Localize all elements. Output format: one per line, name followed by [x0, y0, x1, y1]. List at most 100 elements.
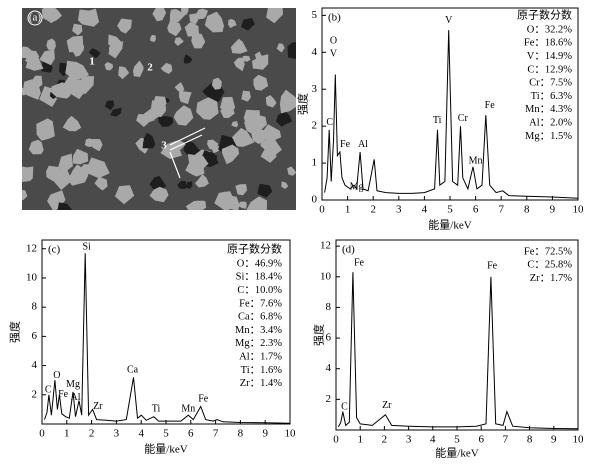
y-axis-label: 强度 [8, 321, 22, 343]
x-tick-label: 9 [550, 204, 556, 216]
sem-grain [185, 200, 205, 210]
y-tick-label: 8 [32, 301, 38, 313]
sem-grain [200, 102, 219, 120]
sem-grain [181, 8, 189, 15]
sem-grain [174, 82, 185, 92]
y-tick-label: 8 [326, 301, 332, 313]
sem-grain [189, 13, 199, 25]
y-tick-label: 12 [320, 240, 331, 252]
x-tick-label: 3 [396, 204, 402, 216]
sem-grain [260, 138, 275, 154]
x-tick-label: 1 [64, 428, 70, 440]
sem-grain [150, 34, 156, 43]
sem-grain [254, 51, 265, 62]
composition-item: O：32.2% [527, 24, 572, 35]
y-axis-label: 强度 [296, 93, 310, 115]
sem-grain [160, 62, 173, 74]
x-tick-label: 9 [551, 434, 557, 446]
sem-grain [228, 19, 237, 29]
peak-label: O [330, 36, 337, 47]
x-tick-label: 2 [382, 434, 388, 446]
peak-label: Fe [340, 139, 351, 150]
peak-label: Al [70, 392, 80, 403]
sem-grain [281, 181, 289, 189]
sem-grain [72, 148, 89, 165]
sem-arrow [169, 127, 206, 146]
sem-grain [266, 8, 283, 24]
sem-grain [64, 154, 73, 162]
sem-grain [65, 60, 90, 80]
sem-grain [235, 184, 248, 196]
composition-item: Al：2.0% [529, 118, 572, 129]
composition-item: Ca：6.8% [238, 312, 282, 323]
composition-title: 原子数分数 [227, 243, 282, 256]
sem-grain [22, 189, 28, 201]
x-tick-label: 5 [447, 204, 453, 216]
sem-grain [184, 21, 199, 37]
sem-grain [142, 132, 156, 149]
x-tick-label: 5 [454, 434, 460, 446]
sem-grain [219, 191, 230, 203]
x-tick-label: 2 [89, 428, 95, 440]
y-axis-label: 强度 [312, 324, 326, 346]
sem-grain [36, 118, 55, 141]
sem-grain [88, 48, 101, 59]
composition-item: Al：1.7% [239, 352, 282, 363]
sem-grain [46, 38, 56, 52]
peak-label: C [45, 385, 52, 396]
peak-label: Mg [66, 379, 80, 390]
panel-label: (c) [48, 244, 61, 256]
sem-marker: 3 [161, 140, 167, 152]
peak-label: Ti [152, 404, 161, 415]
sem-grain [265, 95, 277, 108]
peak-label: Al [358, 139, 368, 150]
y-tick-label: 3 [312, 83, 318, 95]
peak-label: Mg [350, 181, 364, 192]
x-tick-label: 4 [138, 428, 144, 440]
sem-grain [22, 46, 35, 59]
sem-grain [46, 165, 61, 182]
y-tick-label: 2 [32, 388, 38, 400]
x-tick-label: 5 [163, 428, 169, 440]
composition-item: Mg：2.3% [235, 338, 282, 349]
sem-grain [183, 140, 201, 158]
y-tick-label: 6 [326, 332, 332, 344]
sem-arrow [169, 151, 181, 179]
composition-item: V：14.9% [527, 51, 572, 62]
x-tick-label: 1 [357, 434, 363, 446]
x-axis-label: 能量/keV [435, 446, 478, 460]
sem-grain [68, 79, 87, 100]
sem-grain [67, 164, 89, 186]
composition-item: C：25.8% [527, 260, 572, 271]
peak-label: Ti [433, 115, 442, 126]
sem-grain [24, 50, 39, 67]
sem-grain [178, 107, 192, 123]
sem-grain [62, 115, 82, 132]
x-tick-label: 4 [422, 204, 428, 216]
y-tick-label: 4 [312, 46, 318, 58]
composition-item: Fe：7.6% [239, 298, 282, 309]
composition-item: Fe：72.5% [524, 246, 572, 257]
composition-item: Mg：1.5% [525, 131, 572, 142]
composition-item: Mn：3.4% [235, 325, 282, 336]
sem-grain [72, 42, 85, 57]
sem-grain [53, 166, 72, 190]
x-tick-label: 8 [238, 428, 244, 440]
peak-label: Fe [354, 257, 365, 268]
x-tick-label: 10 [573, 434, 585, 446]
peak-label: Fe [58, 389, 69, 400]
peak-label: Zr [93, 401, 103, 412]
sem-grain [185, 181, 193, 189]
sem-grain [220, 96, 236, 117]
sem-grain [257, 183, 273, 198]
peak-label: C [326, 117, 333, 128]
y-tick-label: 0 [312, 194, 318, 206]
x-tick-label: 1 [345, 204, 351, 216]
sem-marker: 2 [147, 62, 153, 74]
sem-grain [149, 186, 169, 203]
sem-grain [118, 66, 130, 80]
panel-label-ring [27, 10, 43, 26]
sem-grain [158, 116, 174, 127]
sem-grain [191, 33, 206, 49]
x-axis-label: 能量/keV [428, 218, 471, 232]
